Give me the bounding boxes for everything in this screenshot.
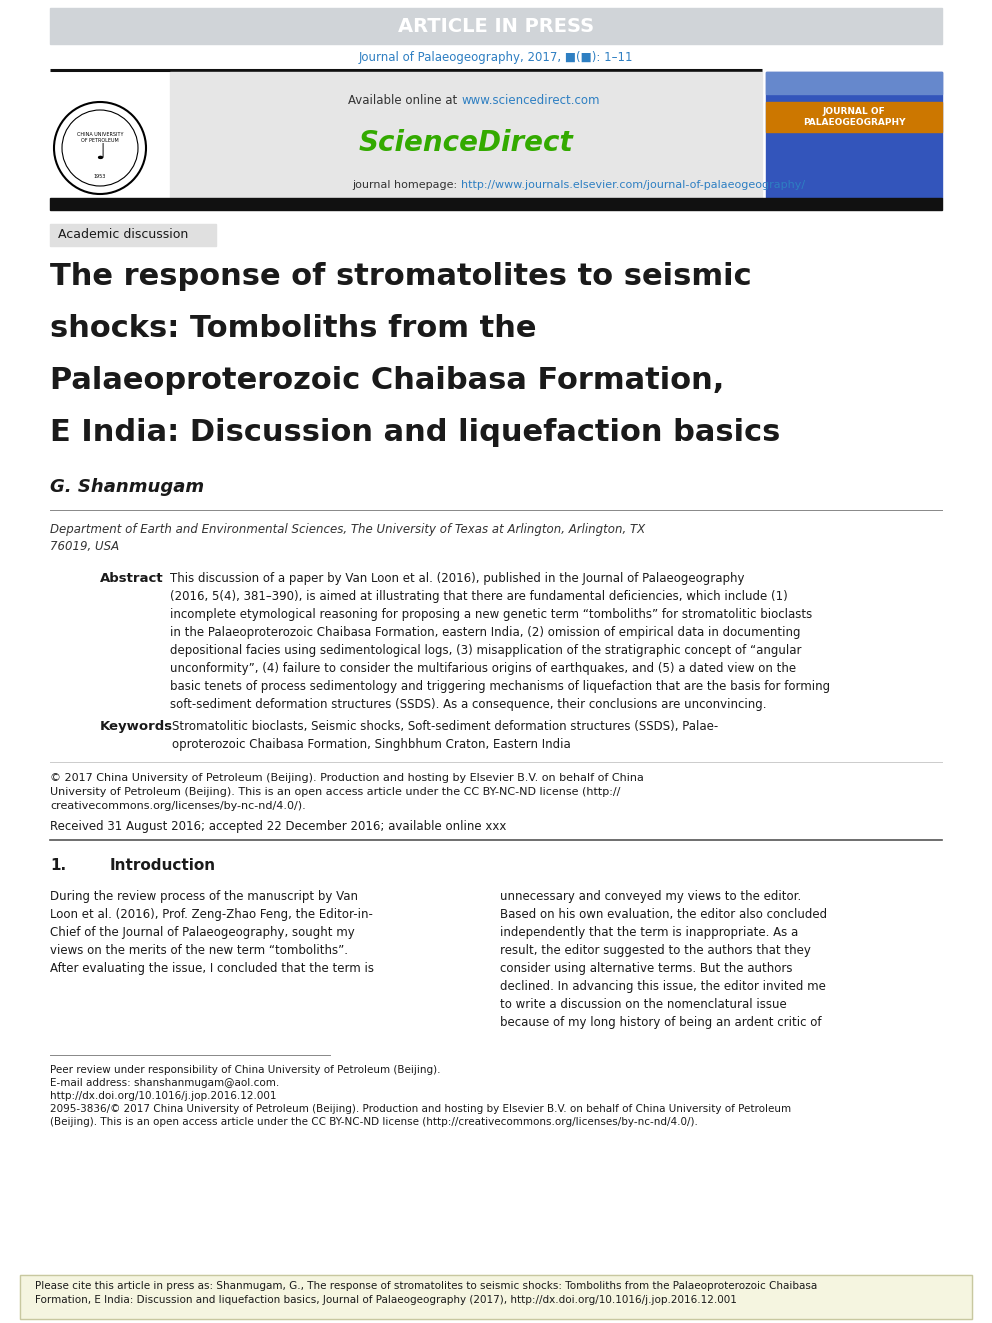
- Text: Introduction: Introduction: [110, 859, 216, 873]
- Text: Keywords: Keywords: [100, 720, 174, 733]
- Text: Academic discussion: Academic discussion: [58, 229, 188, 242]
- Text: journal homepage:: journal homepage:: [352, 180, 461, 191]
- Text: Formation, E India: Discussion and liquefaction basics, Journal of Palaeogeograp: Formation, E India: Discussion and lique…: [35, 1295, 737, 1304]
- Text: 1.: 1.: [50, 859, 66, 873]
- Text: During the review process of the manuscript by Van
Loon et al. (2016), Prof. Zen: During the review process of the manuscr…: [50, 890, 374, 975]
- Text: Journal of Palaeogeography, 2017, ■(■): 1–11: Journal of Palaeogeography, 2017, ■(■): …: [359, 52, 633, 65]
- Text: Palaeoproterozoic Chaibasa Formation,: Palaeoproterozoic Chaibasa Formation,: [50, 366, 724, 396]
- Text: University of Petroleum (Beijing). This is an open access article under the CC B: University of Petroleum (Beijing). This …: [50, 787, 620, 796]
- Text: Available online at: Available online at: [348, 94, 461, 106]
- Text: 1953: 1953: [94, 173, 106, 179]
- Bar: [20, 1275, 972, 1319]
- Text: E India: Discussion and liquefaction basics: E India: Discussion and liquefaction bas…: [50, 418, 781, 447]
- Text: Department of Earth and Environmental Sciences, The University of Texas at Arlin: Department of Earth and Environmental Sc…: [50, 523, 645, 536]
- Text: Peer review under responsibility of China University of Petroleum (Beijing).: Peer review under responsibility of Chin…: [50, 1065, 440, 1076]
- Text: Abstract: Abstract: [100, 572, 164, 585]
- Text: Please cite this article in press as: Shanmugam, G., The response of stromatolit: Please cite this article in press as: Sh…: [35, 1281, 817, 1291]
- Text: © 2017 China University of Petroleum (Beijing). Production and hosting by Elsevi: © 2017 China University of Petroleum (Be…: [50, 773, 644, 783]
- Text: G. Shanmugam: G. Shanmugam: [50, 478, 204, 496]
- Text: unnecessary and conveyed my views to the editor.
Based on his own evaluation, th: unnecessary and conveyed my views to the…: [500, 890, 827, 1029]
- Text: http://dx.doi.org/10.1016/j.jop.2016.12.001: http://dx.doi.org/10.1016/j.jop.2016.12.…: [50, 1091, 277, 1101]
- Text: OF PETROLEUM: OF PETROLEUM: [81, 139, 119, 143]
- Text: The response of stromatolites to seismic: The response of stromatolites to seismic: [50, 262, 752, 291]
- Text: 2095-3836/© 2017 China University of Petroleum (Beijing). Production and hosting: 2095-3836/© 2017 China University of Pet…: [50, 1103, 792, 1114]
- Bar: [766, 71, 942, 198]
- Bar: [50, 198, 942, 210]
- Bar: [766, 71, 942, 94]
- Text: JOURNAL OF
PALAEOGEOGRAPHY: JOURNAL OF PALAEOGEOGRAPHY: [803, 107, 906, 127]
- Text: E-mail address: shanshanmugam@aol.com.: E-mail address: shanshanmugam@aol.com.: [50, 1078, 280, 1088]
- Bar: [50, 224, 216, 246]
- Text: Received 31 August 2016; accepted 22 December 2016; available online xxx: Received 31 August 2016; accepted 22 Dec…: [50, 820, 506, 833]
- Text: www.sciencedirect.com: www.sciencedirect.com: [461, 94, 599, 106]
- Bar: [170, 71, 762, 198]
- Bar: [20, 1275, 972, 1319]
- Text: 76019, USA: 76019, USA: [50, 540, 119, 553]
- Bar: [50, 8, 942, 44]
- Bar: [766, 102, 942, 132]
- Text: ARTICLE IN PRESS: ARTICLE IN PRESS: [398, 16, 594, 36]
- Text: ScienceDirect: ScienceDirect: [359, 130, 573, 157]
- Text: ♩: ♩: [95, 143, 105, 163]
- Text: This discussion of a paper by Van Loon et al. (2016), published in the Journal o: This discussion of a paper by Van Loon e…: [170, 572, 830, 710]
- Text: shocks: Tomboliths from the: shocks: Tomboliths from the: [50, 314, 537, 343]
- Text: Stromatolitic bioclasts, Seismic shocks, Soft-sediment deformation structures (S: Stromatolitic bioclasts, Seismic shocks,…: [172, 720, 718, 751]
- Text: (Beijing). This is an open access article under the CC BY-NC-ND license (http://: (Beijing). This is an open access articl…: [50, 1117, 698, 1127]
- Text: CHINA UNIVERSITY: CHINA UNIVERSITY: [76, 131, 123, 136]
- Text: creativecommons.org/licenses/by-nc-nd/4.0/).: creativecommons.org/licenses/by-nc-nd/4.…: [50, 800, 306, 811]
- Text: http://www.journals.elsevier.com/journal-of-palaeogeography/: http://www.journals.elsevier.com/journal…: [461, 180, 806, 191]
